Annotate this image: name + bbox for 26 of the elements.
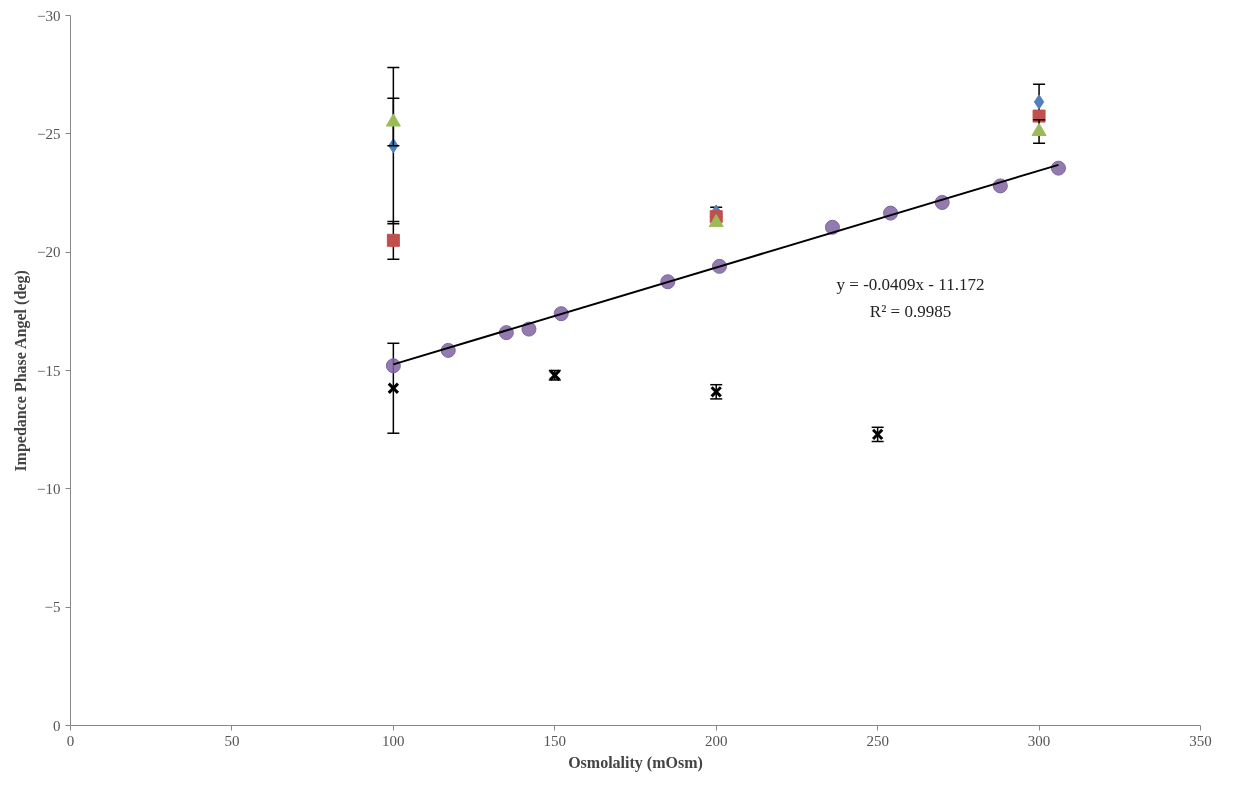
point: [387, 382, 400, 395]
y-axis-title: Impedance Phase Angel (deg): [12, 270, 31, 472]
annotation: R² = 0.9985: [869, 301, 952, 321]
x-tick-label: 300: [1027, 732, 1051, 749]
point: [708, 214, 724, 228]
point: [1031, 122, 1047, 137]
x-tick-label: 0: [66, 732, 75, 749]
x-tick-label: 50: [224, 732, 240, 749]
x-axis-title: Osmolality (mOsm): [568, 753, 703, 772]
x-tick-label: 250: [866, 732, 889, 749]
point: [385, 358, 401, 374]
annotation: y = -0.0409x - 11.172: [836, 274, 985, 294]
point: [385, 113, 401, 127]
y-tick-label: −15: [37, 362, 61, 379]
y-tick-label: −30: [37, 7, 61, 24]
x-tick-label: 200: [704, 732, 728, 749]
x-tick-label: 100: [382, 732, 405, 749]
x-tick-label: 150: [543, 732, 567, 749]
y-tick-label: −5: [44, 599, 61, 616]
point: [386, 233, 400, 247]
y-tick-label: −10: [37, 480, 61, 497]
x-tick-label: 350: [1189, 732, 1212, 749]
y-tick-label: −25: [37, 125, 61, 142]
point: [1033, 94, 1045, 110]
y-tick-label: 0: [53, 717, 61, 734]
y-tick-label: −20: [37, 244, 61, 261]
